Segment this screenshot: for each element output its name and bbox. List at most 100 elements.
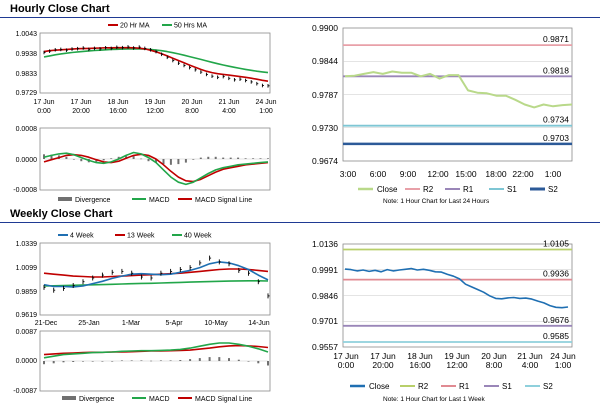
hp-ytick: 0.9938	[16, 51, 38, 58]
wl-xtick: 24 Jun	[550, 351, 576, 361]
hourly-price-frame	[39, 32, 271, 94]
wm-divergence-bar	[62, 361, 65, 363]
hp-xtick: 0:00	[37, 108, 51, 115]
hl-r2-label: 0.9871	[543, 34, 569, 44]
legend-40week: 40 Week	[184, 233, 212, 240]
wm-ytick: 0.0087	[16, 329, 38, 336]
legend-hl-close: Close	[377, 185, 398, 194]
wp-4week-line	[43, 261, 269, 288]
hl-s1-label: 0.9734	[543, 115, 569, 125]
wm-macd-line	[43, 342, 269, 359]
wm-divergence-bar	[237, 359, 240, 361]
wm-divergence-bar	[101, 361, 104, 362]
hl-r1-label: 0.9818	[543, 65, 569, 75]
wp-xtick: 21-Dec	[35, 320, 58, 327]
wm-divergence-bar	[198, 358, 201, 361]
wm-ytick: 0.0000	[16, 358, 38, 365]
hp-xtick: 18 Jun	[107, 99, 128, 106]
wp-xtick: 14-Jun	[248, 320, 270, 327]
hp-ytick: 0.9833	[16, 71, 38, 78]
wp-ytick: 1.0339	[16, 241, 38, 248]
wl-r2-label: 1.0105	[543, 239, 569, 249]
hl-xtick: 1:00	[545, 169, 562, 179]
wm-divergence-bar	[159, 360, 162, 361]
hl-s2-label: 0.9703	[543, 133, 569, 143]
wp-13week-line	[43, 268, 269, 278]
wp-40week-line	[43, 279, 269, 287]
hourly-section-rule	[0, 17, 600, 18]
legend-wm-divergence: Divergence	[79, 396, 115, 403]
wm-divergence-bar	[189, 359, 192, 361]
hm-divergence-bar	[147, 159, 150, 162]
wm-divergence-bar	[208, 357, 211, 361]
wl-ytick: 0.9701	[312, 316, 338, 326]
hm-ytick: 0.0000	[16, 157, 38, 164]
legend-hm-divergence: Divergence	[75, 197, 111, 204]
wp-xtick: 10-May	[204, 320, 228, 327]
hp-xtick: 24 Jun	[255, 99, 276, 106]
hm-divergence-bar	[222, 157, 225, 159]
hm-divergence-bar	[192, 159, 195, 160]
weekly-section-title: Weekly Close Chart	[10, 208, 113, 220]
weekly-price-frame	[39, 242, 271, 316]
hm-divergence-bar	[237, 157, 240, 159]
wl-xtick: 1:00	[555, 360, 572, 370]
hourly-note: Note: 1 Hour Chart for Last 24 Hours	[383, 198, 490, 205]
wm-divergence-bar	[130, 360, 133, 361]
legend-wm-macd: MACD	[149, 396, 170, 403]
hp-xtick: 19 Jun	[144, 99, 165, 106]
hm-divergence-bar	[259, 158, 262, 159]
hp-xtick: 20 Jun	[181, 99, 202, 106]
wl-ytick: 0.9991	[312, 265, 338, 275]
legend-50hr-ma: 50 Hrs MA	[174, 23, 207, 30]
hm-divergence-bar	[214, 156, 217, 159]
legend-wl-s1: S1	[502, 382, 512, 391]
wl-xtick: 18 Jun	[407, 351, 433, 361]
hm-macd-line	[43, 151, 269, 186]
hm-divergence-bar	[102, 159, 105, 161]
wm-divergence-bar	[247, 361, 250, 362]
wl-ytick: 0.9846	[312, 291, 338, 301]
hm-divergence-bar	[50, 154, 53, 159]
hm-ytick: -0.0008	[13, 187, 37, 194]
hp-xtick: 17 Jun	[70, 99, 91, 106]
legend-hl-r2: R2	[423, 185, 434, 194]
legend-wl-s2: S2	[543, 382, 553, 391]
wm-divergence-bar	[91, 361, 94, 362]
hp-xtick: 1:00	[259, 108, 273, 115]
wm-divergence-bar	[82, 361, 84, 362]
hl-ytick: 0.9674	[312, 156, 338, 166]
wm-divergence-bar	[169, 360, 172, 361]
hm-divergence-bar	[177, 159, 180, 165]
wp-xtick: 5-Apr	[165, 320, 183, 327]
wl-close-line	[344, 267, 569, 309]
hm-divergence-bar	[162, 159, 165, 165]
wl-xtick: 20:00	[372, 360, 394, 370]
wm-divergence-bar	[257, 361, 260, 364]
hourly-section-title: Hourly Close Chart	[10, 3, 110, 15]
hm-divergence-bar	[169, 159, 172, 165]
hourly-macd-frame	[39, 127, 271, 191]
wm-divergence-bar	[150, 360, 153, 362]
hm-divergence-bar	[252, 158, 255, 159]
wl-xtick: 21 Jun	[517, 351, 543, 361]
hm-divergence-bar	[80, 159, 83, 162]
wl-xtick: 19 Jun	[444, 351, 470, 361]
legend-hm-signal: MACD Signal Line	[195, 197, 252, 204]
hl-xtick: 9:00	[400, 169, 417, 179]
wm-divergence-bar	[120, 360, 123, 361]
legend-hl-r1: R1	[463, 185, 474, 194]
weekly-macd-frame	[39, 330, 271, 392]
hm-ytick: 0.0008	[16, 126, 38, 133]
wm-divergence-bar	[218, 357, 221, 361]
hm-divergence-bar	[155, 159, 157, 163]
wm-divergence-bar	[111, 361, 114, 362]
hl-ytick: 0.9900	[312, 23, 338, 33]
hm-divergence-bar	[140, 158, 143, 160]
hp-xtick: 16:00	[109, 108, 127, 115]
wp-xtick: 25-Jan	[78, 320, 100, 327]
wm-divergence-bar	[72, 361, 75, 362]
legend-20hr-ma: 20 Hr MA	[120, 23, 150, 30]
wl-s2-label: 0.9585	[543, 331, 569, 341]
